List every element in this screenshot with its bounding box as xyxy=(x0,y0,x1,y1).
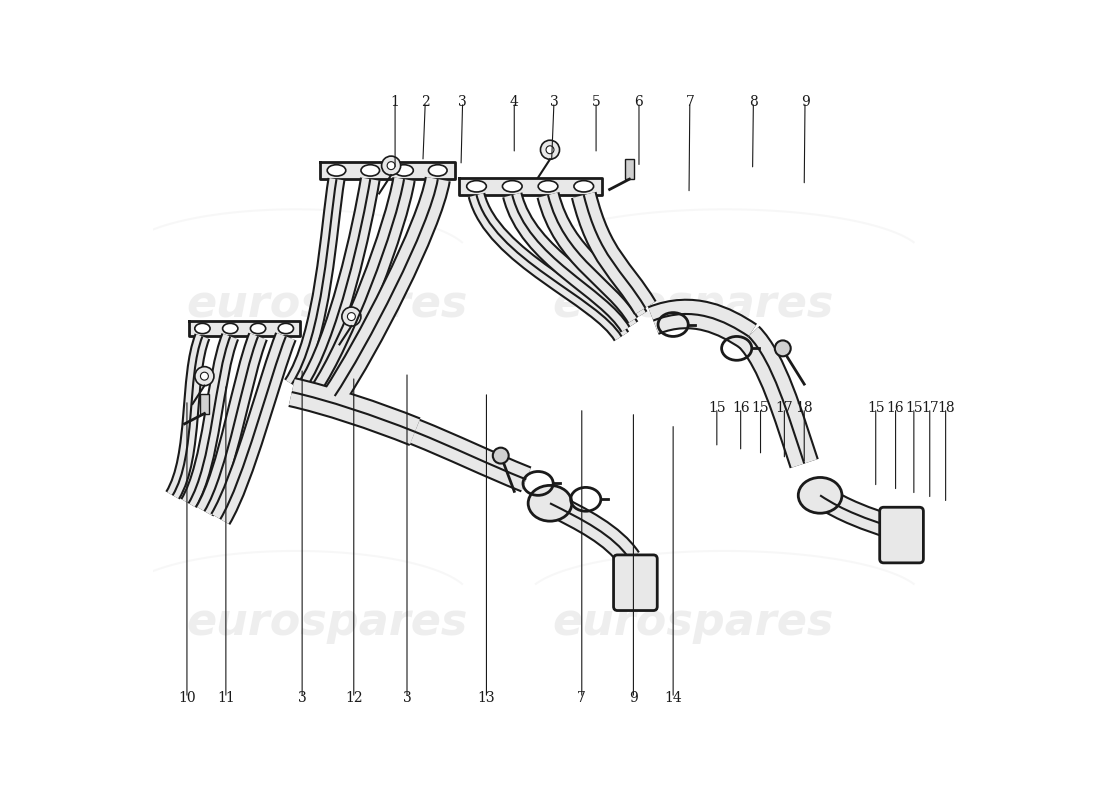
Circle shape xyxy=(774,341,791,356)
Circle shape xyxy=(382,156,400,175)
Polygon shape xyxy=(188,321,300,337)
Text: 8: 8 xyxy=(749,95,758,109)
Ellipse shape xyxy=(195,323,210,334)
Ellipse shape xyxy=(327,165,345,176)
Text: 9: 9 xyxy=(629,691,638,705)
Text: 18: 18 xyxy=(937,401,955,415)
Ellipse shape xyxy=(528,486,572,521)
Circle shape xyxy=(540,140,560,159)
Circle shape xyxy=(493,448,508,463)
Ellipse shape xyxy=(538,181,558,192)
Text: 15: 15 xyxy=(708,401,726,415)
Polygon shape xyxy=(459,178,602,195)
Ellipse shape xyxy=(503,181,522,192)
Text: 11: 11 xyxy=(217,691,234,705)
Text: 1: 1 xyxy=(390,95,399,109)
Text: eurospares: eurospares xyxy=(552,283,834,326)
Text: 17: 17 xyxy=(921,401,938,415)
Bar xyxy=(625,159,635,179)
Circle shape xyxy=(348,313,355,321)
Text: 16: 16 xyxy=(887,401,904,415)
Text: 18: 18 xyxy=(795,401,813,415)
Text: 7: 7 xyxy=(578,691,586,705)
Text: 7: 7 xyxy=(685,95,694,109)
Circle shape xyxy=(387,162,395,170)
Text: eurospares: eurospares xyxy=(187,283,469,326)
Ellipse shape xyxy=(251,323,266,334)
Text: 3: 3 xyxy=(403,691,411,705)
Ellipse shape xyxy=(466,181,486,192)
Ellipse shape xyxy=(429,165,447,176)
Text: 15: 15 xyxy=(867,401,884,415)
Ellipse shape xyxy=(361,165,379,176)
Text: eurospares: eurospares xyxy=(552,601,834,644)
Ellipse shape xyxy=(395,165,414,176)
Text: 15: 15 xyxy=(751,401,769,415)
Text: 10: 10 xyxy=(178,691,196,705)
FancyBboxPatch shape xyxy=(880,507,923,563)
Text: 9: 9 xyxy=(801,95,810,109)
Text: 12: 12 xyxy=(345,691,363,705)
Text: 6: 6 xyxy=(635,95,643,109)
Ellipse shape xyxy=(222,323,238,334)
Text: eurospares: eurospares xyxy=(187,601,469,644)
Text: 15: 15 xyxy=(905,401,923,415)
Circle shape xyxy=(195,366,214,386)
Circle shape xyxy=(200,372,208,380)
Text: 3: 3 xyxy=(550,95,559,109)
Text: 4: 4 xyxy=(509,95,519,109)
Ellipse shape xyxy=(799,478,842,514)
Text: 13: 13 xyxy=(477,691,495,705)
Ellipse shape xyxy=(278,323,294,334)
Text: 5: 5 xyxy=(592,95,601,109)
Text: 3: 3 xyxy=(298,691,307,705)
Bar xyxy=(200,394,209,414)
Circle shape xyxy=(546,146,554,154)
FancyBboxPatch shape xyxy=(614,555,658,610)
Text: 14: 14 xyxy=(664,691,682,705)
Text: 3: 3 xyxy=(459,95,468,109)
Text: 2: 2 xyxy=(421,95,430,109)
Polygon shape xyxy=(320,162,454,179)
Text: 17: 17 xyxy=(776,401,793,415)
Text: 16: 16 xyxy=(732,401,749,415)
Circle shape xyxy=(342,307,361,326)
Ellipse shape xyxy=(574,181,594,192)
